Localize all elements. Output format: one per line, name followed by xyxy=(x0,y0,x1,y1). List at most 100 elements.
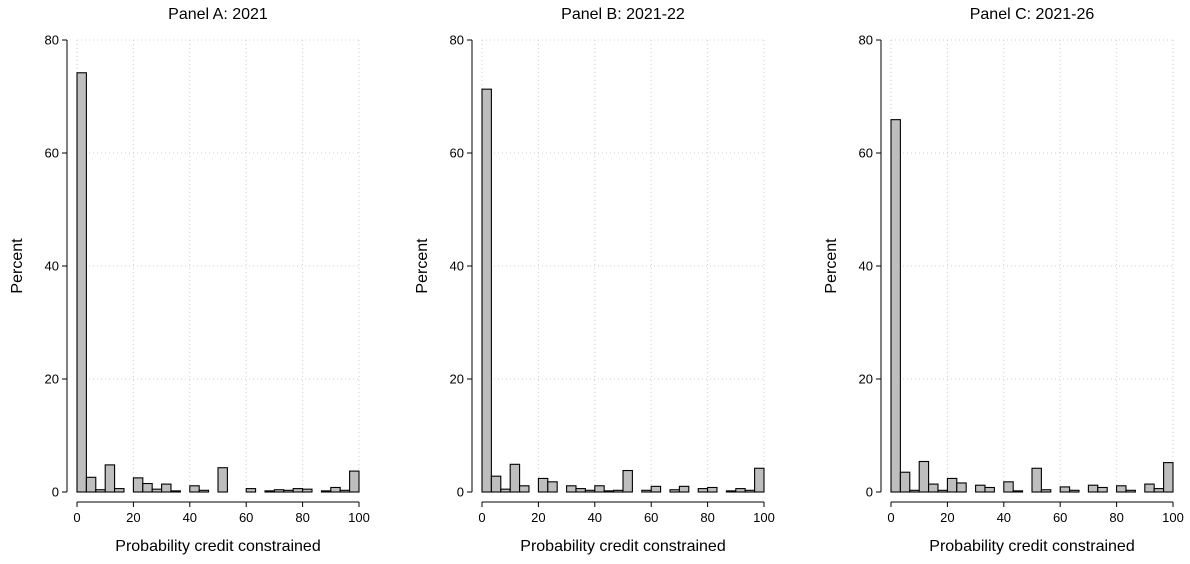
chart-panel-2: 0 20 40 60 80 0 20 40 60 80 100 Panel B: 2021-22 Pro… xyxy=(414,6,775,555)
histogram-bar xyxy=(584,489,596,493)
histogram-bar xyxy=(918,460,930,493)
histogram-bar xyxy=(669,489,680,493)
histogram-bar xyxy=(603,490,615,493)
histogram-bar xyxy=(946,477,958,493)
histogram-bar xyxy=(519,485,530,493)
y-tick-label: 60 xyxy=(45,146,59,161)
y-tick-label: 40 xyxy=(45,259,59,274)
histogram-bar xyxy=(547,481,558,493)
histogram-bar xyxy=(85,476,97,493)
x-tick-label: 0 xyxy=(73,510,80,525)
histogram-bar xyxy=(339,489,351,493)
histogram-bar xyxy=(1144,483,1155,493)
y-tick-label: 0 xyxy=(457,485,464,500)
histogram-bar xyxy=(500,488,511,493)
y-axis-label: Percent xyxy=(823,238,840,294)
histogram-bar xyxy=(76,72,87,493)
histogram-bar xyxy=(142,482,153,493)
histogram-bar xyxy=(95,489,106,493)
histogram-bar xyxy=(283,489,294,493)
x-tick-label: 0 xyxy=(478,510,485,525)
y-tick-label: 0 xyxy=(52,485,59,500)
x-tick-label: 60 xyxy=(1053,510,1067,525)
histogram-bar xyxy=(189,485,200,493)
x-tick-label: 80 xyxy=(295,510,309,525)
histogram-bar xyxy=(1012,490,1024,493)
x-tick-label: 100 xyxy=(1162,510,1184,525)
histogram-bar xyxy=(744,489,756,493)
histogram-bar xyxy=(490,475,502,493)
histogram-bar xyxy=(1087,484,1099,493)
histogram-bar xyxy=(114,488,125,493)
histogram-bar xyxy=(132,477,144,493)
histogram-bar xyxy=(320,490,332,493)
x-axis-label: Probability credit constrained xyxy=(115,538,320,555)
histogram-bar xyxy=(984,486,995,493)
histogram-bar xyxy=(735,488,746,493)
y-tick-label: 80 xyxy=(859,33,873,48)
histogram-bar xyxy=(641,489,652,493)
histogram-bar xyxy=(292,488,304,493)
histogram-bar xyxy=(650,485,662,493)
histogram-bar xyxy=(899,471,911,493)
histogram-bar xyxy=(1059,486,1071,493)
histogram-bar xyxy=(1163,462,1174,493)
chart-panel-1: 0 20 40 60 80 0 20 40 60 80 100 Panel A: 2021 Probab… xyxy=(9,6,370,555)
y-axis-label: Percent xyxy=(414,238,431,294)
histogram-bar xyxy=(1040,489,1052,493)
histogram-bar xyxy=(161,483,172,493)
histogram-bar xyxy=(566,485,577,493)
histogram-bar xyxy=(937,489,948,493)
x-tick-label: 20 xyxy=(940,510,954,525)
y-tick-label: 40 xyxy=(859,259,873,274)
y-tick-label: 60 xyxy=(450,146,464,161)
histogram-bar xyxy=(725,490,737,493)
x-tick-label: 20 xyxy=(126,510,140,525)
x-tick-label: 100 xyxy=(753,510,775,525)
x-tick-label: 60 xyxy=(239,510,253,525)
histogram-bar xyxy=(890,119,901,493)
histogram-bar xyxy=(245,488,257,493)
histogram-bar xyxy=(697,488,709,493)
y-tick-label: 0 xyxy=(866,485,873,500)
histogram-bar xyxy=(1116,485,1127,493)
histogram-bar xyxy=(537,477,549,493)
x-tick-label: 40 xyxy=(997,510,1011,525)
histogram-bar xyxy=(1003,481,1014,493)
histogram-bar xyxy=(151,488,163,493)
x-tick-label: 80 xyxy=(700,510,714,525)
histogram-bar xyxy=(928,483,939,493)
histogram-bar xyxy=(613,489,624,493)
histogram-bar xyxy=(678,485,690,493)
histogram-bar xyxy=(104,464,116,493)
histogram-bar xyxy=(481,88,492,493)
x-tick-label: 80 xyxy=(1109,510,1123,525)
panel-title: Panel C: 2021-26 xyxy=(970,6,1095,23)
y-tick-label: 20 xyxy=(45,372,59,387)
histogram-bar xyxy=(1031,467,1042,493)
histogram-bar xyxy=(509,463,521,493)
x-axis-label: Probability credit constrained xyxy=(929,538,1134,555)
histogram-bar xyxy=(273,489,285,493)
histogram-bar xyxy=(198,489,210,493)
y-tick-label: 80 xyxy=(45,33,59,48)
x-axis-label: Probability credit constrained xyxy=(520,538,725,555)
histogram-bar xyxy=(909,489,920,493)
y-tick-label: 60 xyxy=(859,146,873,161)
histogram-bar xyxy=(349,470,360,493)
histogram-bar xyxy=(1097,486,1108,493)
histogram-bar xyxy=(264,490,275,493)
histogram-bar xyxy=(1153,488,1165,493)
histogram-bar xyxy=(956,482,967,493)
y-tick-label: 20 xyxy=(450,372,464,387)
x-tick-label: 40 xyxy=(183,510,197,525)
x-tick-label: 40 xyxy=(588,510,602,525)
histogram-bar xyxy=(1069,489,1080,493)
histogram-bar xyxy=(170,490,181,493)
chart-panel-3: 0 20 40 60 80 0 20 40 60 80 100 Panel C: 2021-26 Pro… xyxy=(823,6,1184,555)
y-tick-label: 80 xyxy=(450,33,464,48)
x-tick-label: 60 xyxy=(644,510,658,525)
x-tick-label: 0 xyxy=(887,510,894,525)
y-tick-label: 40 xyxy=(450,259,464,274)
